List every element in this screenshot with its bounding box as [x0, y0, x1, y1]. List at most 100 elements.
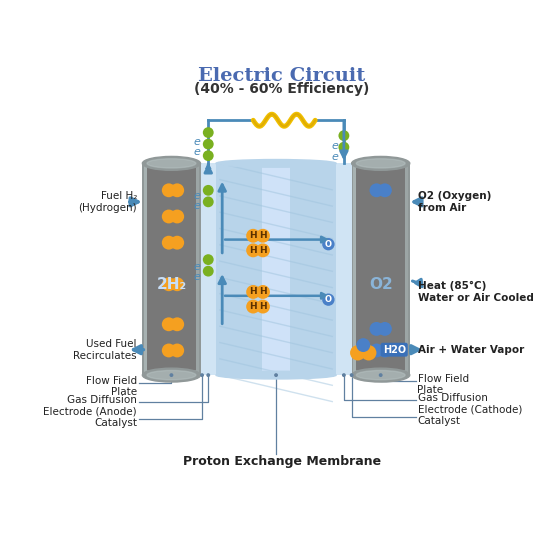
Circle shape: [356, 338, 370, 352]
Bar: [353, 164, 356, 375]
Circle shape: [203, 185, 213, 195]
Circle shape: [203, 266, 213, 276]
Text: Gas Diffusion
Electrode (Anode): Gas Diffusion Electrode (Anode): [43, 395, 137, 417]
Circle shape: [256, 244, 270, 257]
Circle shape: [342, 373, 346, 377]
Text: e: e: [194, 262, 201, 272]
Text: (40% - 60% Efficiency): (40% - 60% Efficiency): [194, 83, 370, 97]
Ellipse shape: [147, 159, 196, 168]
Circle shape: [203, 139, 213, 150]
Circle shape: [162, 343, 176, 357]
Text: H2O: H2O: [383, 345, 406, 355]
Circle shape: [246, 229, 260, 242]
Text: O2 (Oxygen)
from Air: O2 (Oxygen) from Air: [417, 191, 491, 213]
Text: Electric Circuit: Electric Circuit: [198, 66, 366, 85]
Text: Heat (85°C)
Water or Air Cooled: Heat (85°C) Water or Air Cooled: [417, 281, 534, 303]
Text: Proton Exchange Membrane: Proton Exchange Membrane: [183, 455, 381, 468]
Text: H: H: [259, 246, 267, 255]
Bar: [196, 164, 199, 375]
Circle shape: [170, 184, 184, 197]
Ellipse shape: [142, 368, 201, 382]
Text: Flow Field
Plate: Flow Field Plate: [417, 374, 469, 395]
Bar: [142, 164, 201, 375]
Text: e: e: [194, 137, 201, 147]
Circle shape: [203, 197, 213, 207]
Bar: [216, 164, 262, 375]
Circle shape: [379, 373, 383, 377]
Circle shape: [256, 300, 270, 314]
Text: H: H: [259, 231, 267, 240]
Circle shape: [200, 373, 204, 377]
Circle shape: [206, 373, 210, 377]
Circle shape: [170, 343, 184, 357]
Circle shape: [170, 318, 184, 331]
Text: e: e: [194, 147, 201, 157]
Circle shape: [170, 210, 184, 224]
Ellipse shape: [147, 370, 196, 380]
Circle shape: [370, 343, 383, 357]
Bar: [290, 164, 336, 375]
Text: H: H: [259, 287, 267, 296]
Text: H: H: [259, 302, 267, 311]
Circle shape: [162, 318, 176, 331]
Circle shape: [350, 373, 354, 377]
Circle shape: [378, 184, 392, 197]
Bar: [405, 164, 408, 375]
Circle shape: [256, 229, 270, 242]
Circle shape: [203, 127, 213, 138]
Ellipse shape: [356, 159, 405, 168]
Text: Gas Diffusion
Electrode (Cathode): Gas Diffusion Electrode (Cathode): [417, 393, 522, 414]
Circle shape: [370, 184, 383, 197]
Text: O: O: [325, 295, 332, 304]
Text: Catalyst: Catalyst: [417, 416, 460, 426]
Ellipse shape: [142, 157, 201, 170]
Circle shape: [274, 373, 278, 377]
Circle shape: [162, 184, 176, 197]
Bar: [262, 164, 290, 375]
Bar: [147, 168, 196, 370]
Text: Air + Water Vapor: Air + Water Vapor: [417, 345, 524, 355]
Text: e: e: [331, 141, 338, 151]
Text: O2: O2: [369, 276, 393, 292]
Bar: [351, 164, 410, 375]
Circle shape: [378, 343, 392, 357]
Bar: [336, 164, 351, 375]
Circle shape: [350, 345, 366, 361]
Text: e: e: [194, 201, 201, 212]
Circle shape: [169, 373, 173, 377]
Bar: [144, 164, 147, 375]
Bar: [356, 168, 405, 370]
Circle shape: [338, 142, 349, 153]
Circle shape: [370, 322, 383, 336]
Text: e: e: [331, 152, 338, 162]
Text: Used Fuel
Recirculates: Used Fuel Recirculates: [73, 339, 137, 361]
Circle shape: [162, 278, 176, 291]
Text: H: H: [249, 246, 257, 255]
Circle shape: [361, 345, 376, 361]
Text: e: e: [194, 191, 201, 201]
Ellipse shape: [351, 368, 410, 382]
Text: Flow Field
Plate: Flow Field Plate: [86, 376, 137, 397]
Text: H: H: [249, 287, 257, 296]
Ellipse shape: [351, 157, 410, 170]
Text: O: O: [325, 240, 332, 249]
Circle shape: [203, 254, 213, 265]
Ellipse shape: [216, 372, 336, 379]
Circle shape: [203, 150, 213, 161]
Circle shape: [246, 300, 260, 314]
Circle shape: [170, 236, 184, 249]
Circle shape: [162, 236, 176, 249]
Circle shape: [322, 294, 334, 306]
Circle shape: [378, 322, 392, 336]
Circle shape: [170, 278, 184, 291]
Circle shape: [338, 130, 349, 141]
Circle shape: [246, 244, 260, 257]
Text: e: e: [194, 272, 201, 282]
Text: H: H: [249, 302, 257, 311]
Ellipse shape: [216, 159, 336, 167]
Text: Catalyst: Catalyst: [94, 418, 137, 428]
Circle shape: [246, 285, 260, 299]
Ellipse shape: [356, 370, 405, 380]
Text: 2H₂: 2H₂: [156, 276, 186, 292]
Circle shape: [256, 285, 270, 299]
